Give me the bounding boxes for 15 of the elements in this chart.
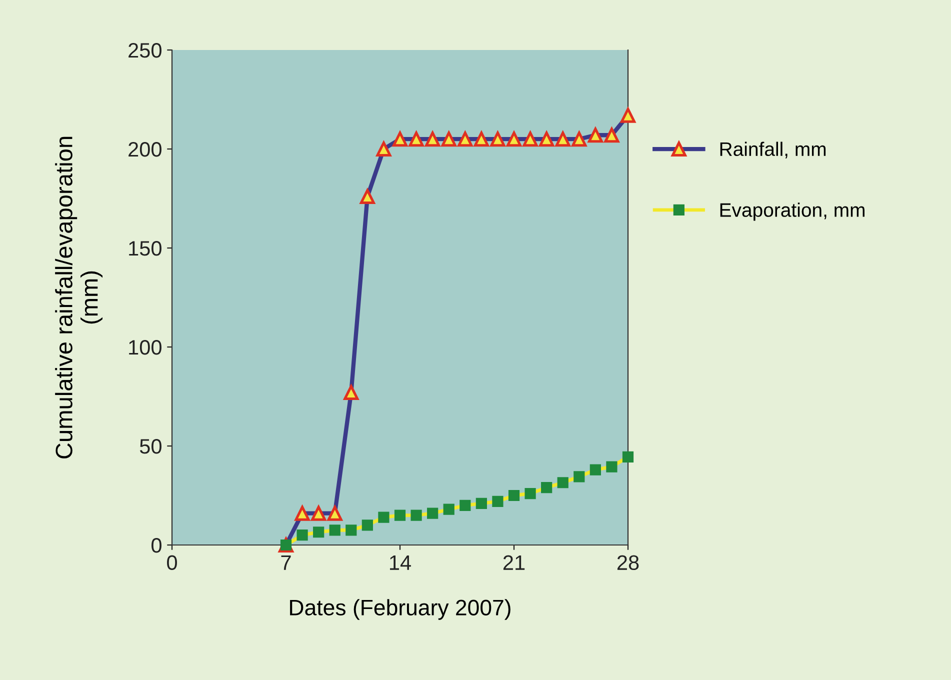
x-tick-label: 28 (617, 555, 639, 570)
x-tick-label: 14 (390, 555, 411, 570)
legend-label: Evaporation, mm (720, 202, 864, 221)
x-tick-label: 7 (281, 555, 291, 570)
y-tick-label: 250 (128, 43, 162, 58)
x-tick-label: 21 (503, 555, 525, 570)
legend-label: Rainfall, mm (720, 142, 826, 158)
y-tick-label: 150 (129, 241, 162, 256)
y-axis-title: Cumulative rainfall/evaporation (mm) (55, 136, 103, 458)
y-tick-label: 0 (152, 538, 162, 553)
x-axis-title: Dates (February 2007) (290, 599, 510, 620)
y-tick-label: 100 (129, 340, 162, 355)
x-tick-label: 0 (167, 555, 177, 570)
y-tick-label: 50 (140, 439, 162, 454)
y-tick-label: 200 (128, 142, 162, 157)
